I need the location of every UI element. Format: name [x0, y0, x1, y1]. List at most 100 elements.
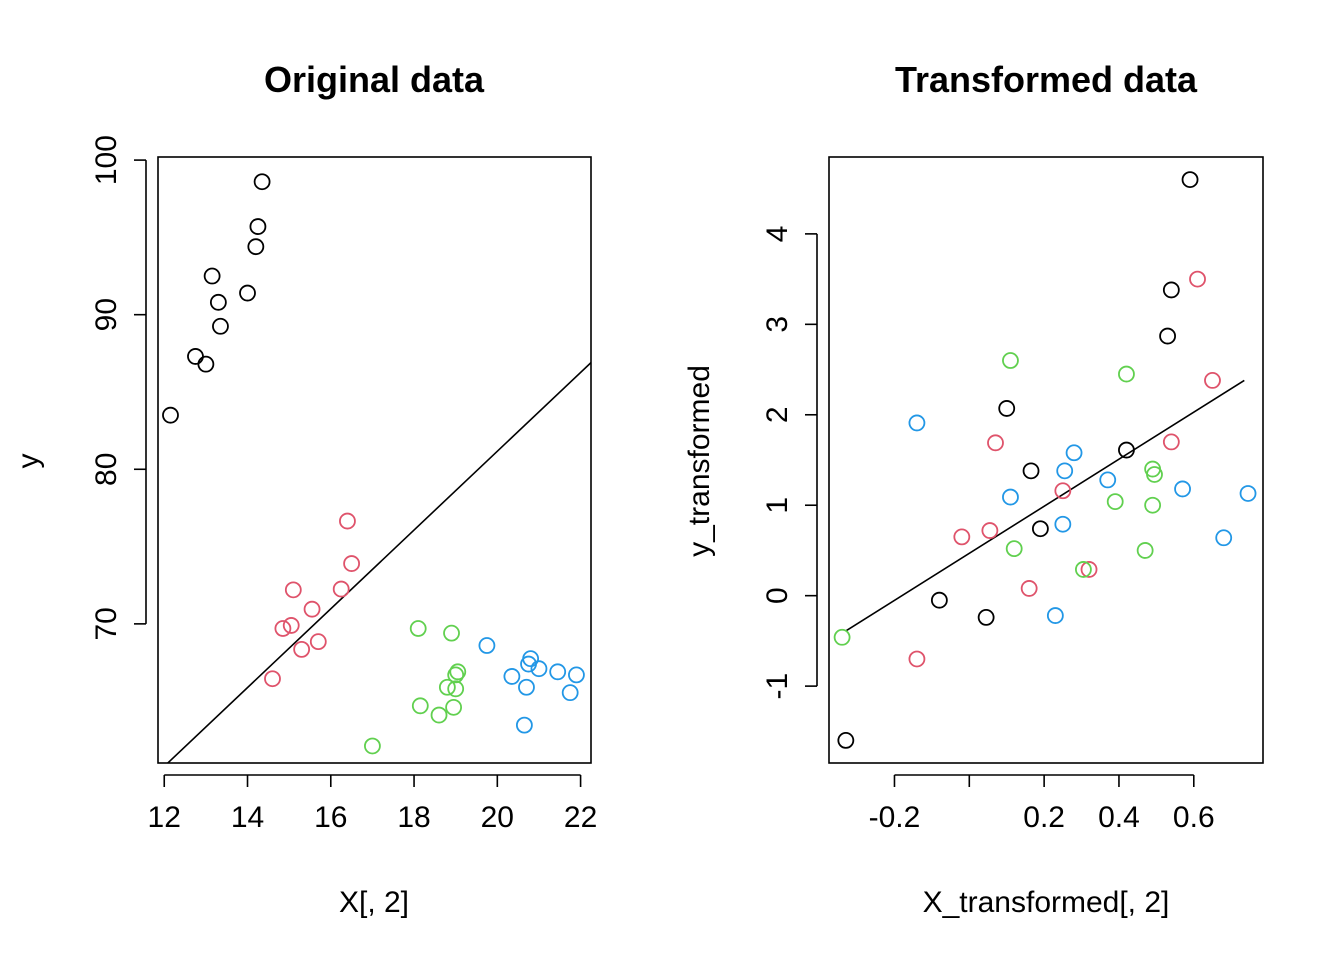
data-point-group-1 [977, 608, 995, 626]
data-point-group-3 [409, 620, 427, 637]
data-point-group-4 [1054, 515, 1072, 533]
data-point-group-2 [274, 620, 292, 637]
data-point-group-2 [339, 512, 356, 530]
data-point-group-3 [1144, 496, 1162, 514]
y-tick-label: 0 [761, 587, 794, 604]
data-point-group-1 [837, 731, 855, 749]
y-tick-label: 70 [90, 607, 123, 640]
data-point-group-2 [309, 633, 327, 651]
data-point-group-4 [530, 660, 548, 678]
x-axis-label: X[, 2] [339, 886, 409, 919]
x-axis-label: X_transformed[, 2] [923, 886, 1170, 919]
data-point-group-3 [411, 697, 429, 715]
y-tick-label: 1 [761, 497, 794, 514]
data-point-group-3 [833, 628, 851, 646]
data-point-group-4 [549, 663, 567, 681]
y-axis-label: y_transformed [683, 365, 716, 557]
data-point-group-4 [1065, 444, 1083, 462]
data-point-group-3 [1118, 365, 1135, 383]
data-point-group-3 [449, 663, 467, 681]
panel-title: Original data [264, 59, 485, 100]
data-point-group-1 [1159, 327, 1176, 345]
data-point-group-3 [1106, 493, 1124, 511]
data-point-group-1 [162, 406, 179, 424]
panel-title: Transformed data [895, 59, 1198, 100]
data-point-group-4 [561, 684, 579, 702]
y-tick-label: 3 [761, 316, 794, 333]
data-point-group-3 [443, 624, 460, 642]
data-point-group-2 [987, 434, 1004, 452]
plot-frame [157, 156, 592, 764]
data-point-group-2 [1080, 561, 1098, 578]
data-point-group-4 [1215, 529, 1233, 547]
data-point-group-3 [1005, 540, 1023, 558]
data-point-group-3 [1002, 352, 1019, 369]
data-point-group-2 [953, 528, 971, 546]
y-tick-label: 80 [90, 453, 123, 486]
data-point-group-2 [1189, 270, 1206, 288]
data-point-group-3 [447, 680, 465, 698]
data-point-group-1 [930, 591, 948, 609]
data-point-group-1 [239, 284, 256, 302]
data-point-group-3 [445, 698, 463, 716]
data-point-group-2 [293, 640, 311, 658]
data-point-group-1 [209, 293, 227, 311]
data-point-group-3 [1136, 542, 1154, 559]
data-point-group-3 [438, 678, 456, 696]
fit-line [845, 379, 1245, 632]
data-point-group-1 [998, 400, 1016, 417]
data-point-group-2 [1020, 580, 1038, 597]
y-axis-label: y [12, 454, 45, 469]
data-point-group-2 [303, 600, 321, 618]
data-point-group-1 [253, 173, 271, 191]
y-tick-label: 100 [90, 135, 123, 185]
data-point-group-1 [249, 218, 267, 235]
data-point-group-4 [1099, 471, 1117, 489]
data-point-group-2 [908, 650, 926, 668]
data-point-group-1 [197, 355, 215, 373]
data-point-group-4 [1056, 462, 1074, 480]
data-point-group-4 [503, 668, 521, 685]
data-point-group-2 [981, 522, 999, 539]
x-tick-label: 0.4 [1098, 801, 1140, 834]
data-point-group-4 [1002, 488, 1019, 506]
data-point-group-1 [1118, 441, 1135, 459]
data-point-group-1 [1031, 520, 1049, 538]
x-tick-label: 22 [564, 801, 597, 834]
data-point-group-1 [1162, 281, 1180, 299]
data-point-group-4 [515, 716, 533, 734]
x-tick-label: 0.2 [1023, 801, 1065, 834]
data-point-group-4 [1046, 607, 1064, 624]
panel-transformed: Transformed data X_transformed[, 2] y_tr… [683, 59, 1264, 919]
data-point-group-1 [1181, 171, 1199, 189]
data-point-group-4 [1174, 480, 1191, 498]
data-point-group-3 [447, 666, 465, 684]
data-point-group-1 [212, 317, 229, 335]
y-tick-label: 90 [90, 298, 123, 331]
data-point-group-1 [1022, 462, 1040, 480]
x-tick-label: 14 [231, 801, 264, 834]
data-point-group-1 [247, 238, 265, 256]
data-point-group-4 [522, 650, 540, 668]
data-point-group-3 [1075, 561, 1092, 578]
y-tick-label: -1 [761, 673, 794, 700]
data-point-group-3 [1146, 466, 1163, 483]
y-tick-label: 2 [761, 406, 794, 423]
data-point-group-2 [282, 617, 300, 634]
data-point-group-4 [478, 637, 496, 654]
x-tick-label: 16 [314, 801, 347, 834]
data-point-group-4 [518, 678, 535, 696]
data-point-group-4 [908, 414, 926, 432]
x-tick-label: -0.2 [869, 801, 921, 834]
x-tick-label: 12 [148, 801, 181, 834]
x-tick-label: 0.6 [1173, 801, 1215, 834]
data-point-group-4 [1239, 485, 1257, 502]
fit-line [166, 362, 591, 763]
data-point-group-4 [568, 666, 585, 684]
panel-original: Original data X[, 2] y 12 14 16 18 20 22 70 80 9… [12, 59, 597, 919]
data-point-group-2 [1054, 482, 1072, 500]
data-point-group-1 [203, 267, 221, 285]
data-point-group-1 [187, 348, 204, 365]
x-tick-label: 20 [481, 801, 514, 834]
